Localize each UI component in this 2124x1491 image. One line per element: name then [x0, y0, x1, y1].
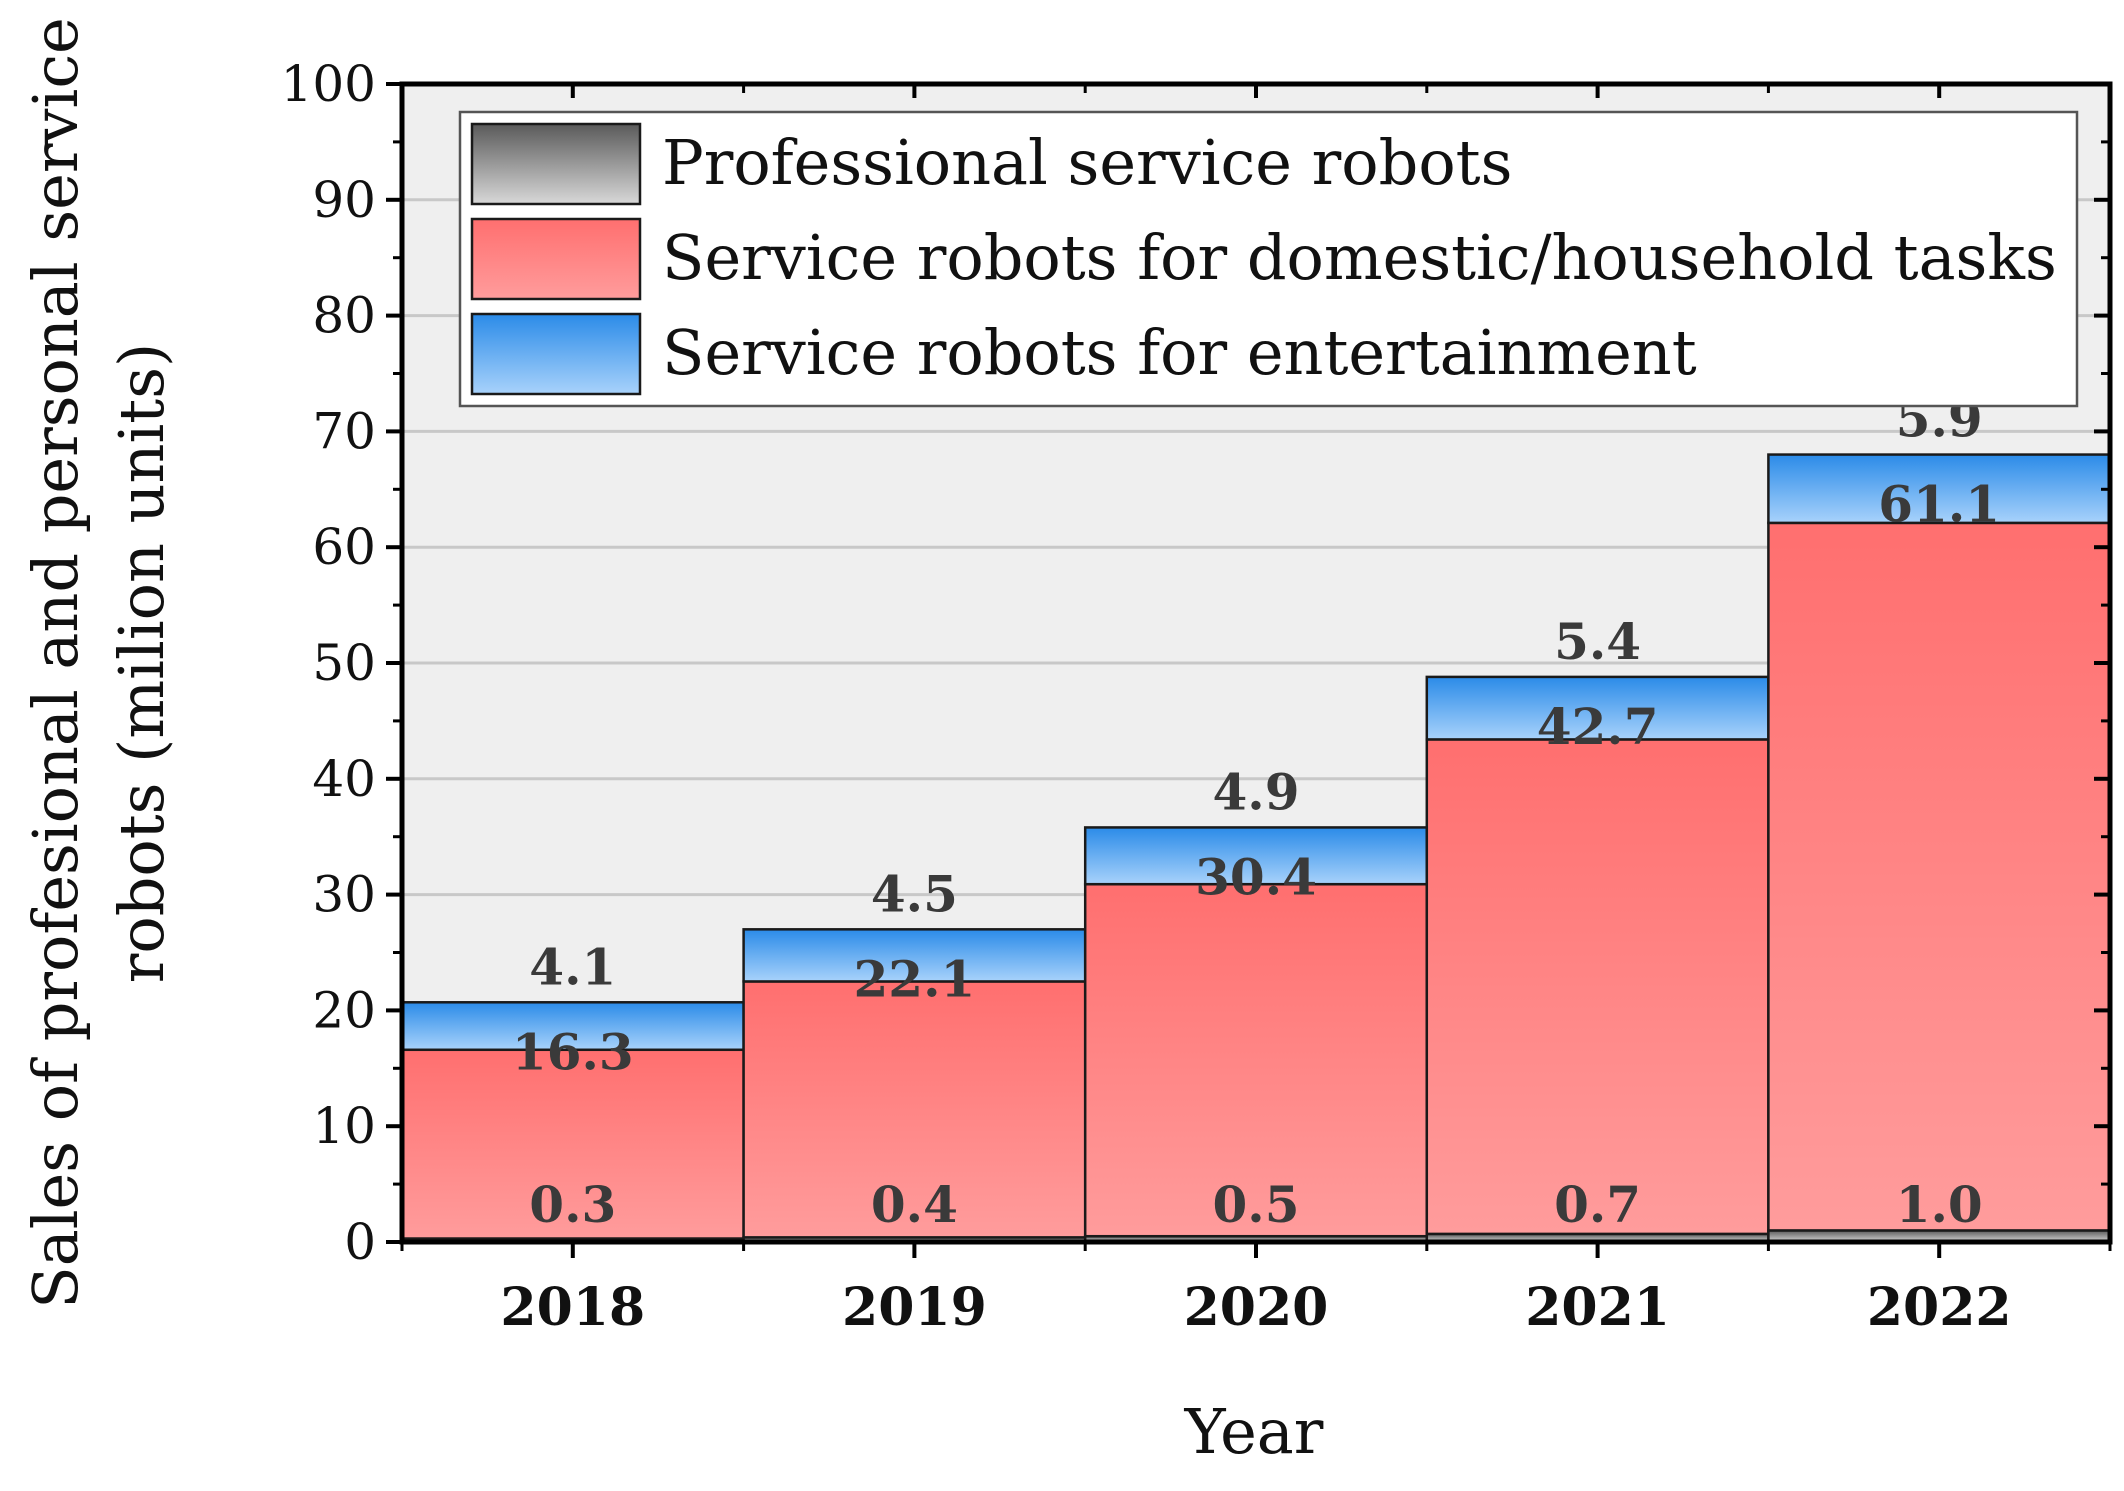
legend-swatch-1 — [470, 122, 642, 206]
x-tick-label-2019: 2019 — [842, 1277, 987, 1338]
y-tick-label: 40 — [312, 750, 376, 808]
axes: 0 10 20 30 40 50 60 70 80 90 100 2018 2019 2020 2021 20… — [281, 55, 2113, 1338]
legend: Professional service robots Service robot… — [458, 110, 2079, 408]
y-tick-label: 70 — [312, 402, 376, 460]
x-tick-label-2021: 2021 — [1525, 1277, 1670, 1338]
bar-2021-series-3 — [1425, 675, 1770, 741]
x-axis-title: Year — [1184, 1395, 1324, 1468]
y-tick-label: 0 — [344, 1213, 376, 1271]
bar-2022-series-2 — [1767, 521, 2112, 1232]
bar-2019-series-3 — [742, 928, 1087, 983]
bar-2019-series-2 — [742, 980, 1087, 1239]
x-tick-label-2020: 2020 — [1184, 1277, 1329, 1338]
bar-2020-series-3 — [1083, 826, 1429, 886]
legend-box — [458, 110, 2079, 408]
x-tick-label-2022: 2022 — [1867, 1277, 2012, 1338]
y-tick-label: 30 — [312, 866, 376, 924]
label-professional-2019: 0.4 — [871, 1175, 958, 1234]
y-tick-label: 60 — [312, 518, 376, 576]
data-labels: 0.3 16.3 4.1 0.4 22.1 4.5 0.5 30.4 4.9 0.7 42.7 5.4… — [512, 390, 2000, 1234]
label-domestic-2022: 61.1 — [1878, 475, 2000, 534]
y-tick-label: 100 — [281, 55, 376, 113]
bar-2022-series-3 — [1767, 453, 2112, 525]
label-entertainment-2019: 4.5 — [871, 864, 958, 923]
label-domestic-2019: 22.1 — [854, 949, 976, 1008]
bars — [400, 453, 2112, 1244]
label-professional-2022: 1.0 — [1896, 1175, 1983, 1234]
y-tick-label: 80 — [312, 287, 376, 345]
legend-label-3: Service robots for entertainment — [662, 316, 1697, 389]
y-tick-label: 50 — [312, 634, 376, 692]
legend-swatch-2 — [470, 217, 642, 301]
label-domestic-2021: 42.7 — [1537, 697, 1659, 756]
label-domestic-2018: 16.3 — [512, 1022, 634, 1081]
y-tick-label: 20 — [312, 981, 376, 1039]
x-tick-label-2018: 2018 — [500, 1277, 645, 1338]
label-entertainment-2021: 5.4 — [1554, 612, 1641, 671]
legend-swatch-3 — [470, 312, 642, 396]
label-professional-2018: 0.3 — [529, 1175, 616, 1234]
label-professional-2021: 0.7 — [1554, 1175, 1641, 1234]
y-axis-title-line-1: Sales of profesional and personal servic… — [19, 17, 92, 1308]
label-domestic-2020: 30.4 — [1195, 847, 1317, 906]
label-professional-2020: 0.5 — [1213, 1175, 1300, 1234]
y-tick-label: 10 — [312, 1097, 376, 1155]
y-axis-title-line-2: robots (milion units) — [105, 343, 178, 983]
y-tick-label: 90 — [312, 171, 376, 229]
bar-2021-series-2 — [1425, 738, 1770, 1236]
legend-label-2: Service robots for domestic/household ta… — [662, 221, 2057, 294]
label-entertainment-2018: 4.1 — [529, 937, 616, 996]
legend-label-1: Professional service robots — [662, 126, 1512, 199]
label-entertainment-2020: 4.9 — [1213, 762, 1300, 821]
